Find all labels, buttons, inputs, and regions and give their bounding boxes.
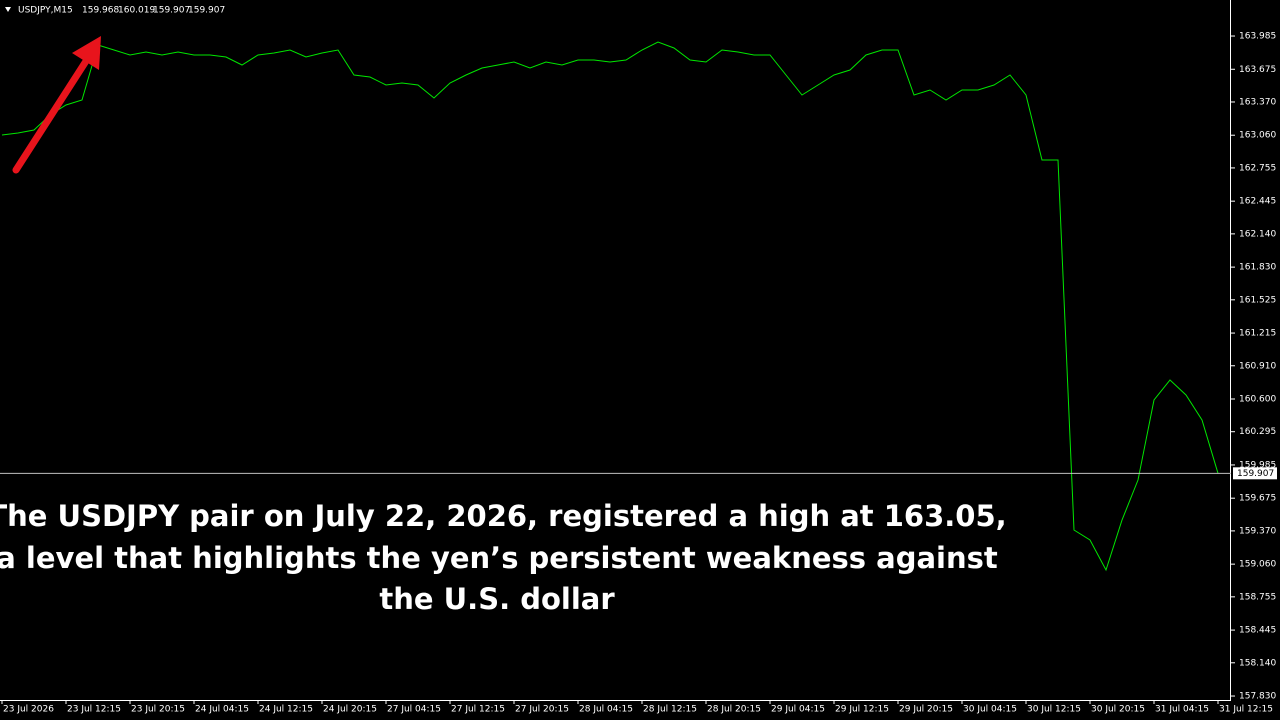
y-tick-label: 160.910 [1239, 361, 1276, 371]
y-tick-label: 162.755 [1239, 163, 1276, 173]
y-tick-label: 162.140 [1239, 229, 1276, 239]
x-tick-label: 29 Jul 20:15 [899, 705, 953, 715]
y-tick-label: 159.370 [1239, 526, 1276, 536]
x-tick-label: 30 Jul 12:15 [1027, 705, 1081, 715]
open-price: 159.968 [82, 6, 119, 16]
x-tick-label: 24 Jul 04:15 [195, 705, 249, 715]
y-tick-label: 160.600 [1239, 395, 1276, 405]
x-tick-label: 29 Jul 04:15 [771, 705, 825, 715]
x-tick-label: 28 Jul 04:15 [579, 705, 633, 715]
y-tick-label: 163.370 [1239, 97, 1276, 107]
current-price-box [1233, 467, 1277, 480]
y-tick-label: 158.445 [1239, 626, 1276, 636]
x-tick-label: 28 Jul 20:15 [707, 705, 761, 715]
symbol-label: USDJPY,M15 [18, 6, 73, 16]
y-tick-label: 158.140 [1239, 658, 1276, 668]
plot-area [0, 41, 1231, 572]
x-tick-label: 24 Jul 12:15 [259, 705, 313, 715]
y-tick-label: 159.985 [1239, 460, 1276, 470]
y-tick-label: 157.830 [1239, 692, 1276, 702]
x-tick-label: 27 Jul 12:15 [451, 705, 505, 715]
x-tick-label: 28 Jul 12:15 [643, 705, 697, 715]
y-tick-label: 160.295 [1239, 427, 1276, 437]
price-line [1, 41, 1219, 572]
arrow-shaft [12, 54, 92, 174]
y-tick-label: 158.755 [1239, 592, 1276, 602]
annotation-line: a level that highlights the yen’s persis… [0, 541, 998, 575]
arrow-head [72, 36, 101, 70]
y-tick-label: 159.675 [1239, 494, 1276, 504]
symbol-menu-icon[interactable] [5, 7, 11, 12]
x-tick-label: 23 Jul 20:15 [131, 705, 185, 715]
y-tick-label: 161.830 [1239, 263, 1276, 273]
x-tick-label: 27 Jul 04:15 [387, 705, 441, 715]
y-tick-label: 163.675 [1239, 65, 1276, 75]
y-tick-label: 161.215 [1239, 329, 1276, 339]
current-price-label: 159.907 [1237, 469, 1274, 479]
x-tick-label: 24 Jul 20:15 [323, 705, 377, 715]
x-tick-label: 23 Jul 2026 [3, 705, 54, 715]
x-tick-label: 30 Jul 20:15 [1091, 705, 1145, 715]
x-tick-label: 29 Jul 12:15 [835, 705, 889, 715]
x-tick-label: 23 Jul 12:15 [67, 705, 121, 715]
x-tick-label: 31 Jul 12:15 [1219, 705, 1273, 715]
high-price: 160.019 [118, 6, 155, 16]
x-tick-label: 27 Jul 20:15 [515, 705, 569, 715]
y-tick-label: 161.525 [1239, 295, 1276, 305]
red-arrow [12, 36, 101, 174]
y-tick-label: 162.445 [1239, 197, 1276, 207]
y-tick-label: 163.985 [1239, 32, 1276, 42]
x-tick-label: 30 Jul 04:15 [963, 705, 1017, 715]
low-price: 159.907 [153, 6, 190, 16]
x-tick-label: 31 Jul 04:15 [1155, 705, 1209, 715]
close-price: 159.907 [188, 6, 225, 16]
y-tick-label: 159.060 [1239, 560, 1276, 570]
y-tick-label: 163.060 [1239, 131, 1276, 141]
annotation-line: the U.S. dollar [379, 582, 615, 616]
annotation-line: The USDJPY pair on July 22, 2026, regist… [0, 499, 1007, 533]
